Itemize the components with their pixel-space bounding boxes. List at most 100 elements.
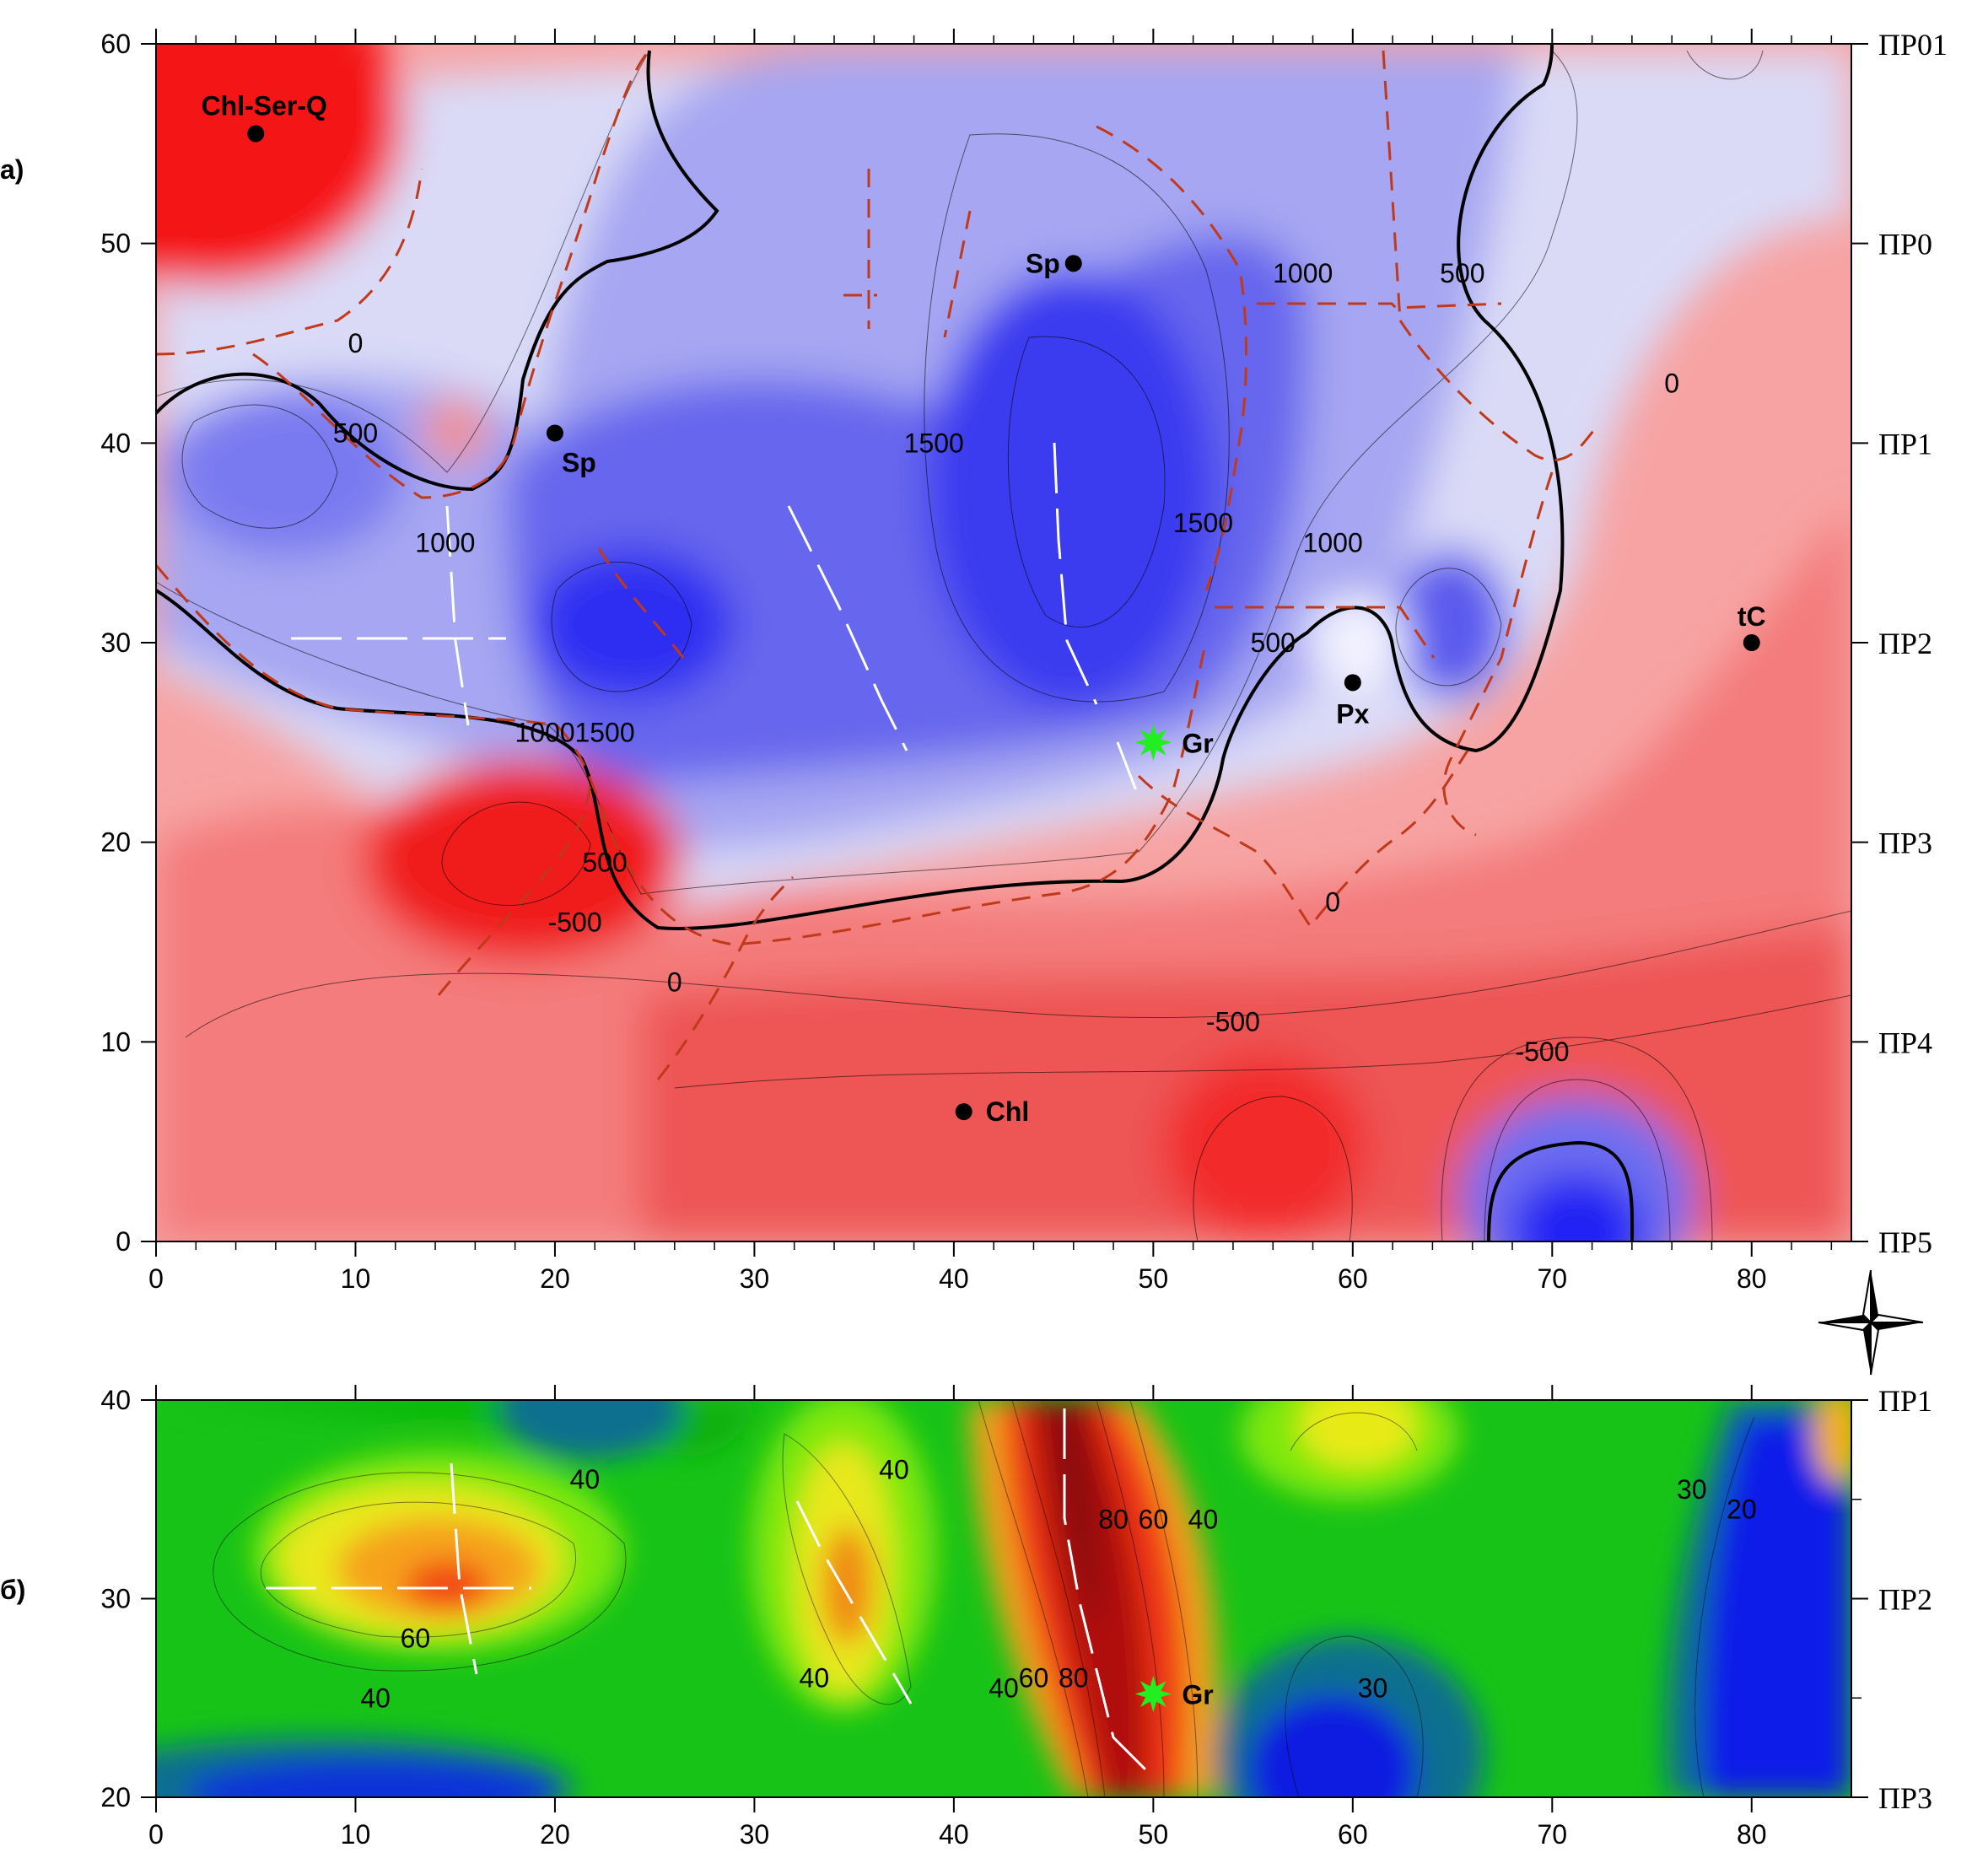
y-tick-label: 30: [100, 627, 131, 658]
x-tick-label: 60: [1338, 1819, 1368, 1850]
panel-a-label: a): [0, 154, 24, 185]
profile-label: ПР2: [1878, 627, 1932, 660]
contour-label: 1000: [415, 528, 475, 558]
x-tick-label: 30: [740, 1819, 770, 1850]
contour-label: 40: [570, 1464, 601, 1494]
contour-label: 500: [1251, 627, 1296, 658]
profile-label: ПР1: [1878, 427, 1932, 460]
sample-point-label: Sp: [1026, 248, 1060, 278]
contour-label: 0: [1325, 887, 1340, 918]
panel-b-contours: [213, 1400, 1755, 1797]
panel-b-axes: 0 10 20 30 40 50 60 70 80 20 30 40 ПР1 ПР2 ПР3: [100, 1384, 1932, 1850]
contour-label: 1000: [1303, 528, 1363, 558]
contour-label: 1000: [1273, 258, 1333, 288]
panel-b-points: Gr: [1134, 1675, 1214, 1713]
x-tick-label: 20: [540, 1819, 570, 1850]
profile-label: ПР2: [1878, 1583, 1932, 1617]
y-tick-label: 20: [100, 827, 131, 858]
contour-label: 80: [1059, 1663, 1089, 1694]
x-tick-label: 70: [1537, 1263, 1567, 1294]
profile-label: ПР5: [1878, 1225, 1932, 1259]
contour-label: 40: [800, 1663, 830, 1694]
y-tick-label: 0: [116, 1226, 131, 1257]
contour-label: 80: [1098, 1504, 1129, 1534]
sample-point-marker: [1743, 634, 1760, 651]
panel-b-field: [156, 1400, 1851, 1797]
y-tick-label: 10: [100, 1026, 131, 1057]
x-tick-label: 80: [1737, 1263, 1767, 1294]
y-tick-label: 20: [100, 1782, 131, 1812]
y-tick-label: 40: [100, 428, 131, 458]
x-tick-label: 60: [1338, 1263, 1368, 1294]
contour-label: 60: [1139, 1504, 1169, 1534]
sample-point-marker: [1344, 674, 1361, 692]
x-tick-label: 70: [1537, 1819, 1567, 1850]
contour-label: 30: [1677, 1474, 1707, 1505]
contour-label: 40: [360, 1683, 391, 1713]
profile-label: ПР4: [1878, 1026, 1932, 1059]
contour-label: 60: [1019, 1663, 1049, 1694]
contour-label: 0: [667, 967, 682, 997]
contour-label: 1500: [904, 428, 964, 458]
profile-label: ПР1: [1878, 1384, 1932, 1418]
x-tick-label: 50: [1139, 1263, 1169, 1294]
granite-star-marker: [1134, 724, 1172, 762]
sample-point-label: Px: [1336, 698, 1369, 729]
x-tick-label: 20: [540, 1263, 570, 1294]
panel-a-points: Chl-Ser-Q Sp Sp Px tC Chl Gr: [202, 91, 1766, 1128]
x-tick-label: 10: [341, 1819, 371, 1850]
contour-label: 500: [333, 418, 378, 449]
x-tick-label: 80: [1737, 1819, 1767, 1850]
x-tick-label: 40: [939, 1819, 969, 1850]
sample-point-marker: [546, 424, 563, 442]
x-tick-label: 0: [148, 1263, 164, 1294]
sample-point-label: Chl-Ser-Q: [202, 91, 327, 121]
profile-label: ПР0: [1878, 228, 1932, 261]
profile-label: ПР01: [1878, 28, 1948, 62]
granite-label: Gr: [1182, 728, 1213, 758]
sample-point-label: tC: [1737, 601, 1766, 632]
y-tick-label: 50: [100, 229, 131, 259]
contour-label: 40: [989, 1672, 1019, 1703]
panel-a-contours: [156, 50, 1851, 1241]
contour-label: -500: [1515, 1037, 1569, 1067]
panel-b-label: б): [0, 1575, 25, 1605]
contour-label: 60: [401, 1624, 431, 1654]
profile-label: ПР3: [1878, 827, 1932, 860]
contour-label: 30: [1358, 1672, 1388, 1703]
panel-a-field: [156, 44, 1851, 1241]
compass-rose-icon: [1818, 1269, 1924, 1376]
panel-a-white-lines: [291, 442, 1140, 798]
sample-point-label: Chl: [986, 1096, 1030, 1127]
contour-label: 1500: [574, 718, 634, 748]
sample-point-marker: [247, 125, 265, 143]
x-tick-label: 0: [148, 1819, 164, 1850]
y-tick-label: 40: [100, 1385, 131, 1415]
contour-label: 0: [1664, 368, 1679, 398]
contour-label: 1000: [515, 718, 575, 748]
contour-label: -500: [548, 907, 602, 937]
y-tick-label: 30: [100, 1584, 131, 1614]
sample-point-label: Sp: [562, 448, 596, 478]
contour-label: 40: [879, 1454, 909, 1484]
contour-label: -500: [1206, 1007, 1260, 1037]
sample-point-marker: [1064, 255, 1082, 272]
x-tick-label: 50: [1139, 1819, 1169, 1850]
y-tick-label: 60: [100, 29, 131, 59]
x-tick-label: 40: [939, 1263, 969, 1294]
profile-label: ПР3: [1878, 1781, 1932, 1815]
granite-label: Gr: [1182, 1680, 1213, 1710]
sample-point-marker: [955, 1103, 972, 1121]
panel-a-main-isolines: [156, 44, 1635, 1241]
contour-label: 500: [582, 847, 627, 877]
x-tick-label: 10: [341, 1263, 371, 1294]
x-tick-label: 30: [740, 1263, 770, 1294]
contour-label: 20: [1727, 1494, 1757, 1525]
contour-label: 0: [348, 328, 364, 358]
contour-label: 40: [1188, 1504, 1219, 1534]
panel-a-axes: 0 10 20 30 40 50 60 70 80 0 10 20 30 40 50 60 ПР01 ПР0 ПР1…: [100, 28, 1948, 1294]
